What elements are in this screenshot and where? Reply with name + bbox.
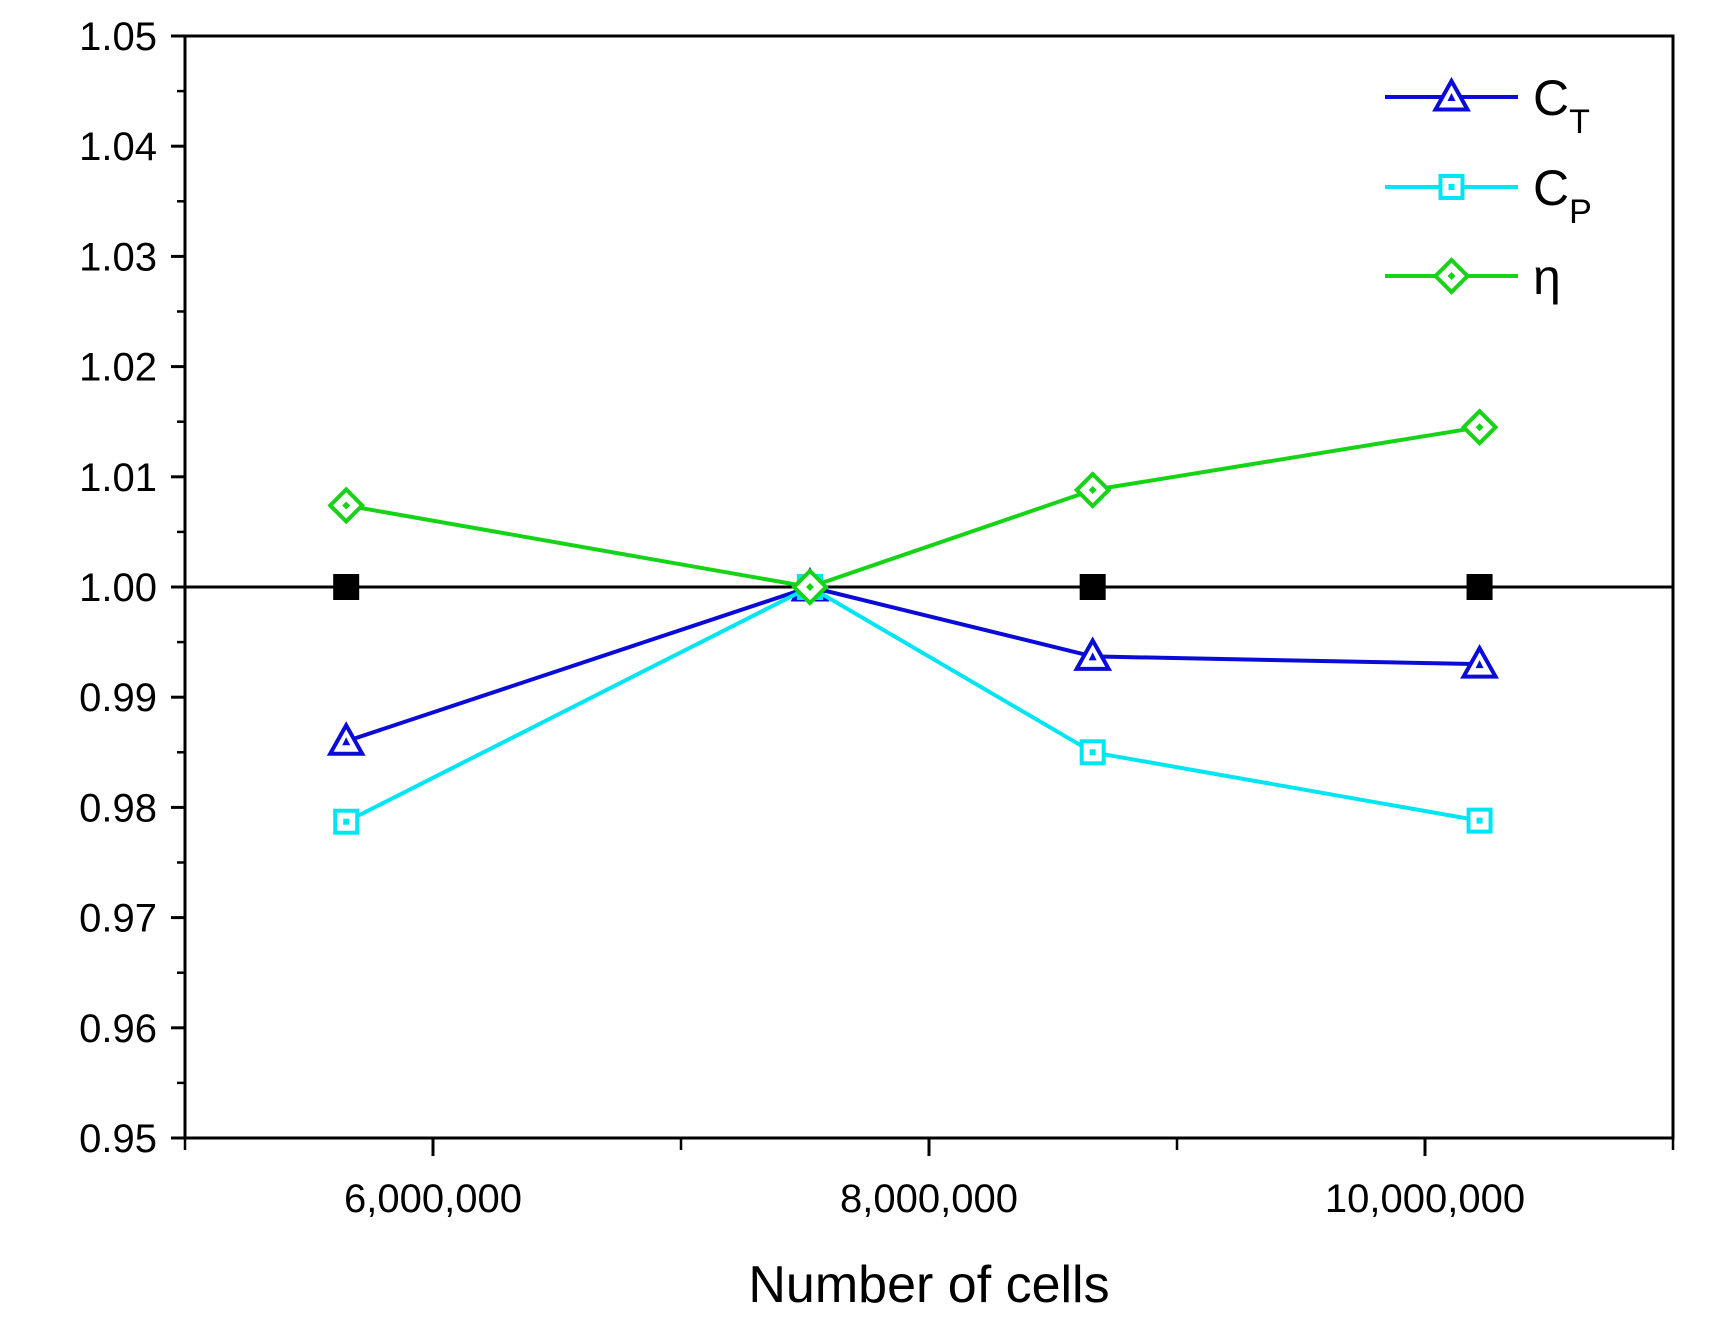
series-eta <box>327 408 1499 606</box>
marker-dot <box>1088 652 1097 661</box>
data-point <box>327 486 366 525</box>
y-tick-label: 0.99 <box>79 676 157 720</box>
data-point <box>333 808 360 835</box>
y-tick-label: 0.95 <box>79 1117 157 1161</box>
x-axis-title: Number of cells <box>748 1256 1109 1314</box>
legend-marker <box>1438 174 1465 200</box>
legend-label: CT <box>1533 70 1590 141</box>
x-axis: 6,000,000 8,000,000 10,000,000 <box>183 1138 1675 1221</box>
legend-marker <box>1432 257 1471 295</box>
marker-fill <box>1466 574 1493 600</box>
reference-point <box>1079 574 1106 600</box>
series-line <box>345 585 1480 744</box>
marker-fill <box>1079 574 1106 600</box>
legend-label-main: η <box>1533 249 1561 305</box>
legend-marker <box>1432 76 1471 112</box>
marker-dot <box>342 501 351 510</box>
marker-dot <box>342 737 351 746</box>
marker-fill <box>333 574 360 600</box>
marker-dot <box>1475 660 1484 669</box>
reference-series <box>185 574 1673 600</box>
x-tick-label: 10,000,000 <box>1325 1177 1525 1221</box>
data-point <box>1073 636 1113 671</box>
data-point <box>791 568 829 606</box>
x-tick-label: 6,000,000 <box>344 1177 522 1221</box>
data-point <box>1460 408 1499 447</box>
series-layer <box>326 408 1499 835</box>
y-tick-label: 1.02 <box>79 346 157 390</box>
series-c-p <box>333 574 1493 835</box>
marker-dot <box>1475 423 1484 432</box>
marker-dot <box>343 818 350 825</box>
legend-item-eta: η <box>1385 249 1561 305</box>
y-tick-label: 1.04 <box>79 125 157 169</box>
y-axis: 0.95 0.96 0.97 0.98 0.99 1.00 1.01 1.02 1.03 1.04… <box>79 15 185 1161</box>
reference-point <box>333 574 360 600</box>
legend-label-subscript: T <box>1569 103 1590 141</box>
reference-point <box>1466 574 1493 600</box>
data-point <box>1466 807 1493 834</box>
data-point <box>1073 471 1112 509</box>
data-point <box>1460 644 1499 679</box>
y-tick-label: 0.96 <box>79 1007 157 1051</box>
series-line <box>345 425 1480 589</box>
y-tick-label: 1.00 <box>79 566 157 610</box>
marker-dot <box>1089 749 1096 756</box>
y-tick-label: 1.01 <box>79 456 157 500</box>
y-tick-label: 1.05 <box>79 15 157 59</box>
legend-item-c-t: CT <box>1385 70 1590 141</box>
marker-dot <box>1447 272 1456 280</box>
legend-item-c-p: CP <box>1385 160 1592 231</box>
legend-label-subscript: P <box>1569 193 1592 231</box>
legend-label: CP <box>1533 160 1592 231</box>
y-tick-label: 0.98 <box>79 786 157 830</box>
legend-label: η <box>1533 249 1561 305</box>
marker-dot <box>1447 93 1456 101</box>
data-point <box>326 721 366 756</box>
legend-label-main: C <box>1533 70 1569 126</box>
y-tick-label: 1.03 <box>79 235 157 279</box>
series-c-t <box>326 566 1499 756</box>
marker-dot <box>1476 817 1483 824</box>
marker-dot <box>1448 184 1455 190</box>
y-tick-label: 0.97 <box>79 897 157 941</box>
marker-dot <box>1088 486 1097 495</box>
legend-label-main: C <box>1533 160 1569 216</box>
series-line <box>345 585 1480 824</box>
data-point <box>1079 739 1106 766</box>
x-tick-label: 8,000,000 <box>840 1177 1018 1221</box>
marker-dot <box>805 583 814 591</box>
